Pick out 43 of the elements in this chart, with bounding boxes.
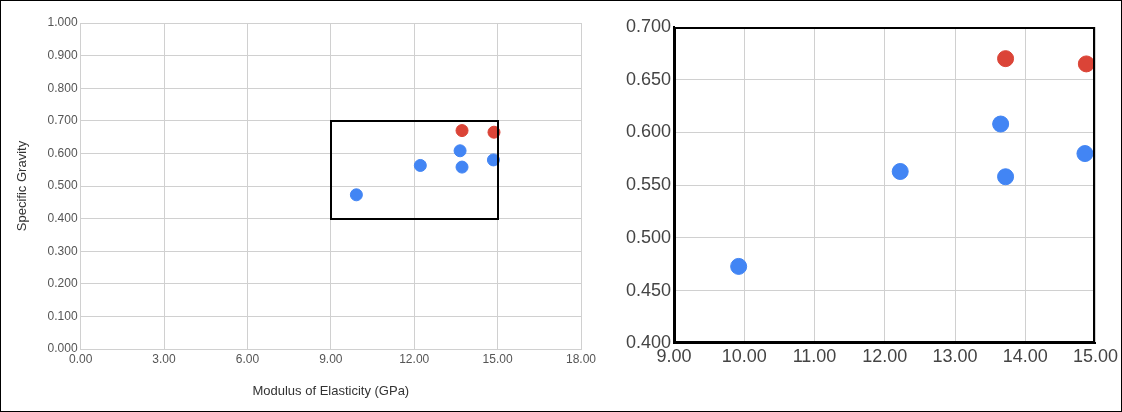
x-axis-title: Modulus of Elasticity (GPa) — [252, 382, 410, 398]
y-tick-label: 0.600 — [626, 121, 672, 142]
x-tick-label: 0.00 — [68, 351, 93, 366]
x-tick-label: 15.00 — [482, 351, 513, 366]
point — [891, 162, 909, 180]
y-tick-label: 1.000 — [47, 15, 78, 30]
point — [455, 160, 469, 174]
x-tick-label: 14.00 — [1002, 346, 1048, 367]
y-tick-label: 0.450 — [626, 279, 672, 300]
y-tick-label: 0.600 — [47, 145, 78, 160]
y-tick-label: 0.550 — [626, 174, 672, 195]
y-tick-label: 0.700 — [47, 113, 78, 128]
y-tick-label: 0.500 — [47, 178, 78, 193]
point — [1076, 145, 1094, 163]
x-tick-label: 13.00 — [932, 346, 978, 367]
y-tick-label: 0.500 — [626, 226, 672, 247]
y-tick-label: 0.100 — [47, 308, 78, 323]
point — [413, 158, 427, 172]
point — [453, 144, 467, 158]
x-tick-label: 3.00 — [152, 351, 177, 366]
point — [992, 115, 1010, 133]
point — [997, 50, 1015, 68]
x-tick-label: 6.00 — [235, 351, 260, 366]
y-tick-label: 0.200 — [47, 276, 78, 291]
y-tick-label: 0.400 — [47, 210, 78, 225]
point — [455, 124, 469, 138]
x-tick-label: 12.00 — [862, 346, 908, 367]
y-tick-label: 0.300 — [47, 243, 78, 258]
point — [1077, 55, 1095, 73]
x-tick-label: 18.00 — [565, 351, 597, 366]
x-tick-label: 10.00 — [721, 346, 767, 367]
y-tick-label: 0.650 — [626, 68, 672, 89]
point — [997, 168, 1015, 186]
y-axis-title: Specific Gravity — [14, 140, 30, 232]
point — [730, 257, 748, 275]
point — [349, 188, 363, 202]
x-tick-label: 11.00 — [792, 346, 837, 367]
x-tick-label: 15.00 — [1072, 346, 1118, 367]
x-tick-label: 9.00 — [319, 351, 343, 366]
y-tick-label: 0.700 — [626, 15, 672, 36]
y-tick-label: 0.900 — [47, 47, 78, 62]
y-tick-label: 0.800 — [47, 80, 78, 95]
x-tick-label: 12.00 — [399, 351, 430, 366]
